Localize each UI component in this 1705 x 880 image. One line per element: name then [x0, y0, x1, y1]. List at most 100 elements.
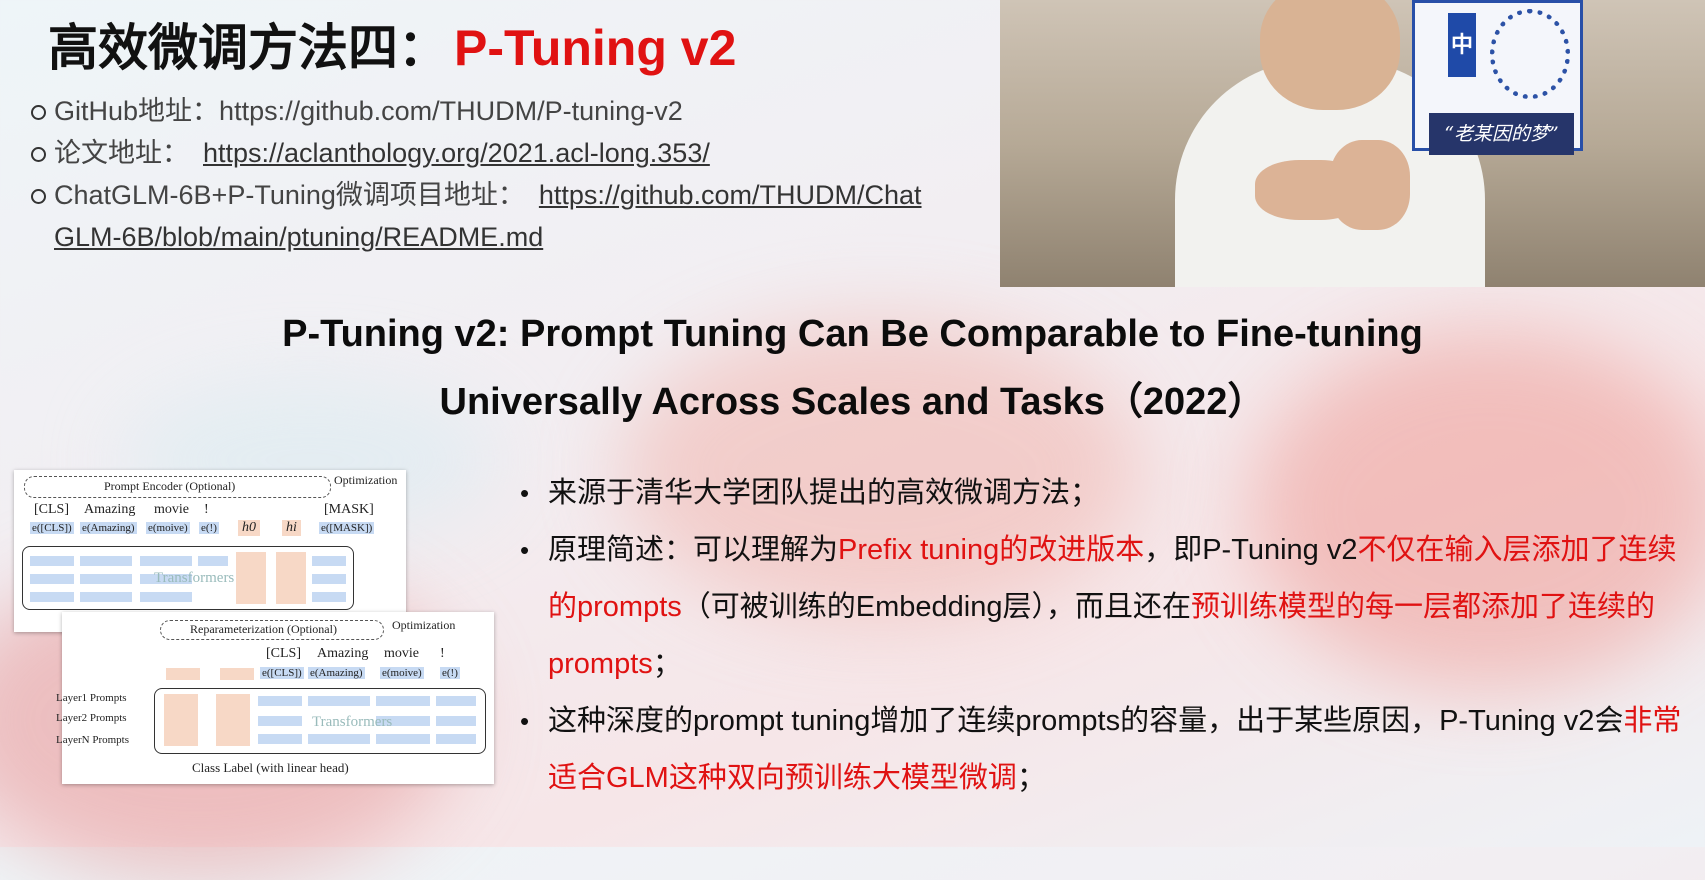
page-title: 高效微调方法四： P-Tuning v2	[48, 8, 736, 80]
bullet-text: 来源于清华大学团队提出的高效微调方法；	[548, 477, 1100, 509]
token-label: movie	[154, 502, 189, 517]
transformer-cell	[80, 592, 132, 602]
bullet-text: ，即P-Tuning v2	[1144, 534, 1358, 566]
link-list: GitHub地址：https://github.com/THUDM/P-tuni…	[28, 90, 928, 258]
bullet-source: 来源于清华大学团队提出的高效微调方法；	[520, 465, 1690, 522]
reparam-box	[160, 620, 384, 640]
transformer-cell	[80, 556, 132, 566]
transformer-cell	[376, 716, 430, 726]
bullet-text: （可被训练的Embedding层），而且还在	[681, 591, 1191, 623]
link-label: GitHub地址：	[54, 96, 220, 126]
link-label: ChatGLM-6B+P-Tuning微调项目地址：	[54, 180, 525, 210]
encoder-label: Prompt Encoder (Optional)	[104, 479, 236, 493]
title-highlight: P-Tuning v2	[454, 20, 737, 76]
rose-icon	[1490, 9, 1570, 99]
token-label: [CLS]	[34, 502, 69, 517]
embedding-label: e(Amazing)	[308, 667, 365, 679]
transformer-cell	[258, 734, 302, 744]
token-label: movie	[384, 646, 419, 661]
prompt-cell	[276, 552, 306, 604]
link-item: 论文地址： https://aclanthology.org/2021.acl-l…	[28, 132, 928, 174]
transformer-cell	[312, 592, 346, 602]
transformer-cell	[80, 574, 132, 584]
highlight-text: Prefix tuning的改进版本	[838, 534, 1145, 566]
title-prefix: 高效微调方法四：	[48, 20, 448, 76]
prompt-cell	[216, 694, 250, 746]
transformer-cell	[198, 556, 228, 566]
highlight-text: 不仅在输入层添加了连续的prompts	[548, 534, 1677, 623]
diagram-p-tuning-v2: Reparameterization (Optional) Optimizati…	[56, 612, 494, 784]
hi-label: hi	[282, 520, 301, 536]
bullet-deep-prompt: 这种深度的prompt tuning增加了连续prompts的容量，出于某些原因…	[520, 693, 1690, 807]
token-label: Amazing	[317, 646, 369, 661]
embedding-label: e(moive)	[146, 522, 190, 534]
token-label: !	[204, 502, 209, 517]
reparam-label: Reparameterization (Optional)	[190, 622, 337, 636]
optimization-label: Optimization	[334, 473, 398, 487]
transformer-cell	[30, 592, 74, 602]
presenter-hand	[1330, 140, 1410, 230]
optimization-label: Optimization	[392, 618, 456, 632]
transformer-cell	[308, 734, 370, 744]
paper-heading-line2: Universally Across Scales and Tasks（2022…	[439, 381, 1266, 423]
transformer-cell	[140, 574, 192, 584]
prompt-cell	[164, 694, 198, 746]
link-item: GitHub地址：https://github.com/THUDM/P-tuni…	[28, 90, 928, 132]
transformer-cell	[308, 696, 370, 706]
diagram-p-tuning: Prompt Encoder (Optional) Optimization […	[14, 470, 406, 632]
embedding-label: e(!)	[199, 522, 219, 534]
transformer-cell	[258, 716, 302, 726]
h0-label: h0	[238, 520, 260, 536]
github-link[interactable]: https://github.com/THUDM/P-tuning-v2	[219, 96, 683, 126]
transformer-cell	[436, 734, 476, 744]
paper-heading-line1: P-Tuning v2: Prompt Tuning Can Be Compar…	[282, 313, 1423, 355]
transformer-cell	[30, 574, 74, 584]
layer-label: LayerN Prompts	[56, 734, 130, 746]
transformer-cell	[376, 734, 430, 744]
prompt-cell	[220, 668, 254, 680]
transformer-cell	[258, 696, 302, 706]
bullet-principle: 原理简述：可以理解为Prefix tuning的改进版本，即P-Tuning v…	[520, 522, 1690, 693]
bullet-text: 原理简述：可以理解为	[548, 534, 839, 566]
transformers-box	[22, 546, 354, 610]
embedding-label: e([MASK])	[319, 522, 375, 534]
embedding-label: e([CLS])	[30, 522, 74, 534]
embedding-label: e([CLS])	[260, 667, 304, 679]
bullet-text: ；	[652, 648, 682, 680]
token-label: !	[440, 646, 445, 661]
transformer-cell	[376, 696, 430, 706]
class-label: Class Label (with linear head)	[192, 760, 349, 775]
layer-label: Layer1 Prompts	[56, 692, 127, 704]
layer-label: Layer2 Prompts	[56, 712, 127, 724]
link-label: 论文地址：	[54, 138, 189, 168]
token-label: [MASK]	[324, 502, 374, 517]
transformers-box	[154, 688, 486, 754]
transformer-cell	[436, 696, 476, 706]
wall-poster: 中 “老某因的梦”	[1412, 0, 1583, 155]
transformers-label: Transformers	[312, 714, 393, 730]
bullet-text: 这种深度的prompt tuning增加了连续prompts的容量，出于某些原因…	[548, 705, 1624, 737]
transformer-cell	[140, 556, 192, 566]
link-item: ChatGLM-6B+P-Tuning微调项目地址： https://github…	[28, 174, 928, 258]
transformer-cell	[312, 556, 346, 566]
encoder-box	[24, 476, 331, 498]
webcam-video: 中 “老某因的梦”	[1000, 0, 1705, 287]
poster-caption: “老某因的梦”	[1429, 113, 1574, 155]
transformer-cell	[140, 592, 192, 602]
transformers-label: Transformers	[154, 570, 235, 586]
bullet-text: ；	[1016, 762, 1046, 794]
highlight-text: 非常适合GLM这种双向预训练大模型微调	[548, 705, 1682, 794]
token-label: Amazing	[84, 502, 136, 517]
transformer-cell	[30, 556, 74, 566]
paper-link[interactable]: https://aclanthology.org/2021.acl-long.3…	[203, 138, 710, 168]
bullet-list: 来源于清华大学团队提出的高效微调方法； 原理简述：可以理解为Prefix tun…	[520, 465, 1690, 807]
project-link[interactable]: https://github.com/THUDM/ChatGLM-6B/blob…	[54, 180, 922, 252]
prompt-cell	[166, 668, 200, 680]
token-label: [CLS]	[266, 646, 301, 661]
transformer-cell	[436, 716, 476, 726]
highlight-text: 预训练模型的每一层都添加了连续的prompts	[548, 591, 1655, 680]
transformer-cell	[312, 574, 346, 584]
embedding-label: e(!)	[440, 667, 460, 679]
embedding-label: e(Amazing)	[80, 522, 137, 534]
embedding-label: e(moive)	[380, 667, 424, 679]
